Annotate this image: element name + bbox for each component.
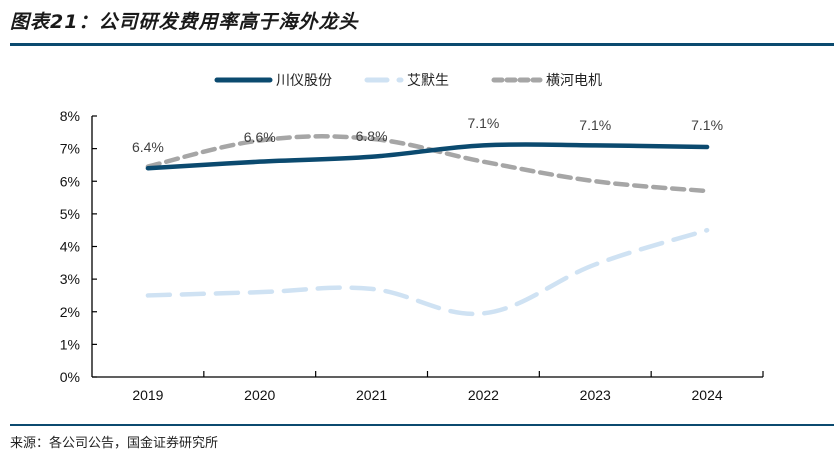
series-lines bbox=[145, 134, 710, 317]
x-tick-label: 2020 bbox=[244, 387, 275, 403]
source-note: 来源：各公司公告，国金证券研究所 bbox=[10, 436, 219, 451]
series-line-0 bbox=[145, 142, 710, 171]
legend: 川仪股份 艾默生 横河电机 bbox=[214, 73, 602, 89]
y-tick-label: 1% bbox=[60, 336, 80, 352]
data-label: 7.1% bbox=[467, 115, 499, 131]
y-tick-label: 8% bbox=[60, 108, 80, 124]
y-tick-label: 0% bbox=[60, 369, 80, 385]
legend-label-2: 横河电机 bbox=[546, 73, 602, 89]
x-tick-label: 2024 bbox=[692, 387, 723, 403]
y-tick-label: 6% bbox=[60, 173, 80, 189]
legend-label-1: 艾默生 bbox=[407, 73, 449, 89]
chart-title: 图表21：公司研发费用率高于海外龙头 bbox=[10, 11, 359, 33]
series-line-1 bbox=[145, 227, 710, 317]
axes: 0% 1% 2% 3% 4% 5% 6% 7% 8% 2019 2020 2021 2022 2023 20… bbox=[60, 108, 764, 403]
line-chart: 川仪股份 艾默生 横河电机 0% 1% 2% 3% 4% 5% 6% 7% 8% 2019 2020 20… bbox=[60, 73, 764, 403]
data-labels: 6.4% 6.6% 6.8% 7.1% 7.1% 7.1% bbox=[132, 115, 723, 155]
data-label: 6.6% bbox=[244, 129, 276, 145]
x-tick-label: 2021 bbox=[356, 387, 387, 403]
data-label: 6.4% bbox=[132, 139, 164, 155]
source-divider bbox=[10, 424, 834, 426]
y-tick-label: 3% bbox=[60, 271, 80, 287]
legend-label-0: 川仪股份 bbox=[276, 73, 332, 89]
x-tick-label: 2023 bbox=[580, 387, 611, 403]
data-label: 7.1% bbox=[691, 117, 723, 133]
data-label: 7.1% bbox=[579, 117, 611, 133]
y-tick-label: 2% bbox=[60, 304, 80, 320]
title-divider bbox=[10, 43, 834, 46]
data-label: 6.8% bbox=[356, 128, 388, 144]
x-tick-label: 2022 bbox=[468, 387, 499, 403]
y-tick-label: 5% bbox=[60, 206, 80, 222]
y-tick-label: 4% bbox=[60, 239, 80, 255]
y-tick-label: 7% bbox=[60, 141, 80, 157]
x-tick-label: 2019 bbox=[132, 387, 163, 403]
